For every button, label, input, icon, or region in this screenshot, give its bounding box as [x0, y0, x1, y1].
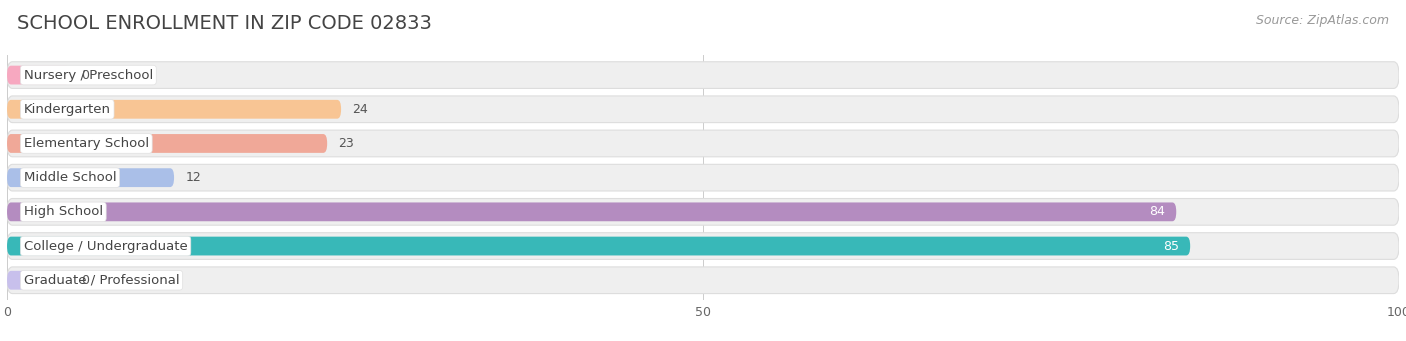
- Text: Kindergarten: Kindergarten: [24, 103, 111, 116]
- Text: 84: 84: [1149, 205, 1166, 218]
- FancyBboxPatch shape: [7, 134, 328, 153]
- Text: 85: 85: [1163, 239, 1180, 253]
- Text: Graduate / Professional: Graduate / Professional: [24, 274, 180, 287]
- FancyBboxPatch shape: [7, 203, 1177, 221]
- FancyBboxPatch shape: [7, 168, 174, 187]
- FancyBboxPatch shape: [7, 96, 1399, 123]
- FancyBboxPatch shape: [7, 62, 1399, 88]
- Text: Source: ZipAtlas.com: Source: ZipAtlas.com: [1256, 14, 1389, 27]
- FancyBboxPatch shape: [7, 267, 1399, 294]
- Text: College / Undergraduate: College / Undergraduate: [24, 239, 187, 253]
- FancyBboxPatch shape: [7, 100, 342, 119]
- FancyBboxPatch shape: [7, 233, 1399, 260]
- FancyBboxPatch shape: [7, 66, 70, 85]
- Text: SCHOOL ENROLLMENT IN ZIP CODE 02833: SCHOOL ENROLLMENT IN ZIP CODE 02833: [17, 14, 432, 33]
- Text: 23: 23: [339, 137, 354, 150]
- FancyBboxPatch shape: [7, 164, 1399, 191]
- Text: Nursery / Preschool: Nursery / Preschool: [24, 69, 153, 81]
- FancyBboxPatch shape: [7, 130, 1399, 157]
- Text: 12: 12: [186, 171, 201, 184]
- Text: 0: 0: [80, 274, 89, 287]
- Text: High School: High School: [24, 205, 103, 218]
- Text: Middle School: Middle School: [24, 171, 117, 184]
- FancyBboxPatch shape: [7, 271, 70, 290]
- FancyBboxPatch shape: [7, 237, 1191, 255]
- Text: Elementary School: Elementary School: [24, 137, 149, 150]
- FancyBboxPatch shape: [7, 198, 1399, 225]
- Text: 24: 24: [353, 103, 368, 116]
- Text: 0: 0: [80, 69, 89, 81]
